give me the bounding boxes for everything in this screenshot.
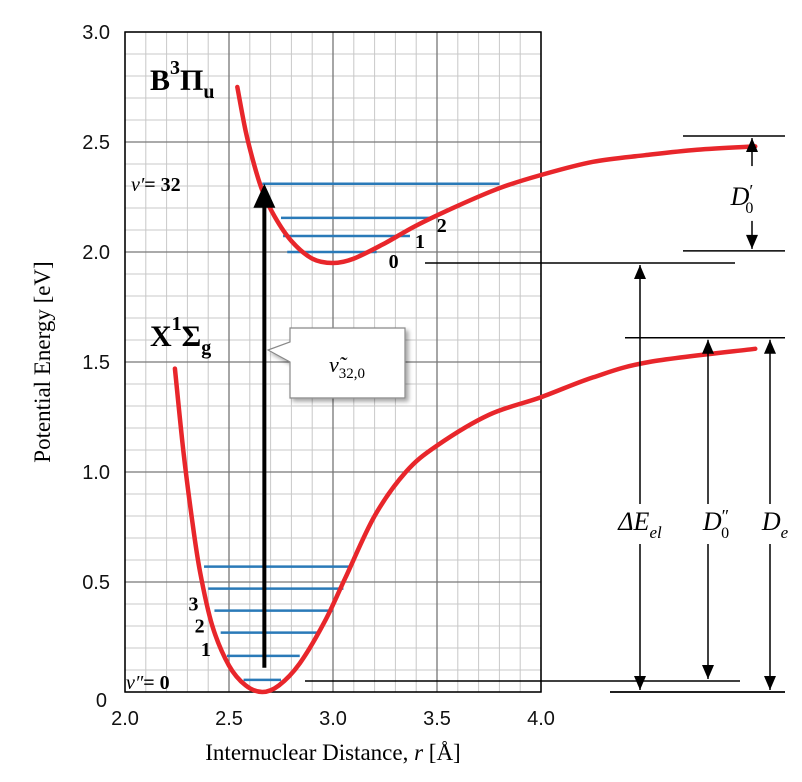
level-number: 0 — [389, 251, 399, 273]
x-axis-label: Internuclear Distance, r [Å] — [205, 740, 460, 765]
marker-label: D′ 0 — [730, 181, 754, 217]
level-symbol: v″ — [126, 672, 144, 694]
level-number: = 32 — [144, 174, 180, 196]
state-label: X1Σg — [150, 313, 211, 359]
callout-box — [266, 327, 406, 399]
level-label: 2 — [437, 215, 447, 237]
label-background — [747, 504, 802, 544]
level-symbol: v′ — [131, 174, 145, 196]
state-letter: X — [150, 320, 172, 353]
marker-subscript: 0 — [721, 525, 729, 542]
x-tick-label: 4.0 — [527, 708, 555, 730]
y-tick-label: 2.5 — [82, 132, 110, 154]
y-tick-label: 2.0 — [82, 242, 110, 264]
level-label: 2 — [195, 616, 205, 638]
x-axis-label-var: r — [414, 740, 424, 765]
label-background — [612, 504, 668, 544]
plot-frame — [124, 31, 542, 693]
marker-symbol: D — [730, 182, 750, 211]
level-label: v′= 32 — [131, 174, 181, 196]
arrow-head — [746, 138, 758, 153]
arrow-head — [746, 234, 758, 249]
state-multiplicity: 1 — [172, 313, 182, 335]
level-label: 1 — [201, 639, 211, 661]
y-tick-label: 1.0 — [82, 462, 110, 484]
arrow-head — [764, 676, 776, 690]
y-tick-label: 0 — [96, 690, 107, 712]
arrow-head — [702, 665, 714, 679]
level-number: 3 — [188, 594, 198, 616]
level-number: = 0 — [143, 672, 169, 694]
x-tick-label: 3.5 — [423, 708, 451, 730]
arrow-head — [634, 265, 646, 279]
marker-prime: ″ — [722, 506, 730, 526]
y-tick-label: 1.5 — [82, 352, 110, 374]
arrow-head — [634, 676, 646, 690]
level-number: 1 — [201, 639, 211, 661]
label-background — [688, 504, 744, 544]
arrow-head — [764, 339, 776, 354]
state-letter: B — [150, 64, 170, 97]
state-multiplicity: 3 — [170, 57, 180, 79]
marker-prime: ′ — [749, 181, 753, 201]
level-label: 3 — [188, 594, 198, 616]
marker-label: D″ 0 — [702, 506, 729, 542]
marker-symbol: D — [761, 507, 781, 536]
potential-curve — [235, 84, 758, 266]
level-number: 2 — [437, 215, 447, 237]
marker-symbol: ΔE — [617, 507, 649, 536]
state-subscript: g — [201, 337, 211, 359]
state-symbol: Σ — [182, 320, 202, 353]
arrow-head — [702, 339, 714, 354]
x-tick-label: 2.0 — [111, 708, 139, 730]
level-label: 1 — [415, 231, 425, 253]
marker-subscript: 0 — [745, 200, 753, 217]
arrow-head — [253, 183, 276, 208]
marker-subscript: el — [649, 523, 662, 542]
state-subscript: u — [203, 81, 214, 103]
potential-curve — [172, 346, 758, 695]
level-number: 1 — [415, 231, 425, 253]
level-number: 2 — [195, 616, 205, 638]
y-tick-label: 0.5 — [82, 572, 110, 594]
level-label: 0 — [389, 251, 399, 273]
marker-label: ΔEel — [617, 507, 662, 542]
y-axis-label: Potential Energy [eV] — [30, 261, 55, 462]
marker-symbol: D — [702, 507, 722, 536]
x-tick-label: 3.0 — [319, 708, 347, 730]
x-axis-label-unit: [Å] — [423, 740, 461, 765]
y-tick-label: 3.0 — [82, 22, 110, 44]
x-axis-label-text: Internuclear Distance, — [205, 740, 414, 765]
level-label: v″= 0 — [126, 672, 170, 694]
marker-label: De — [761, 507, 789, 542]
transition-subscript: 32,0 — [339, 366, 365, 382]
x-tick-label: 2.5 — [215, 708, 243, 730]
state-label: B3Πu — [150, 57, 214, 103]
state-symbol: Π — [180, 64, 203, 97]
marker-subscript: e — [781, 523, 789, 542]
